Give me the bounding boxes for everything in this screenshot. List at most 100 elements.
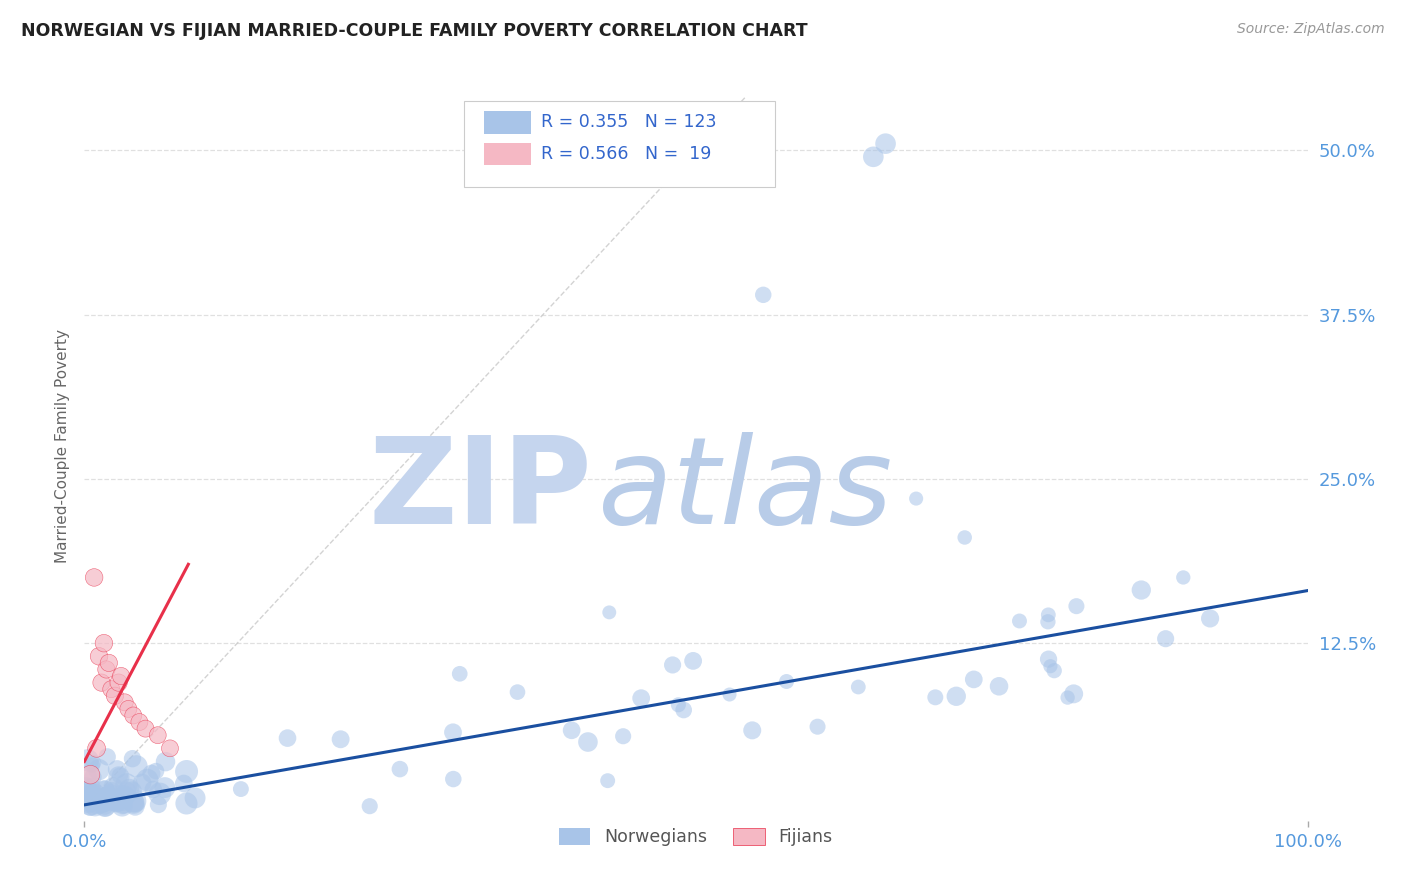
Point xyxy=(105,763,128,777)
Point xyxy=(630,691,652,706)
Point xyxy=(80,785,103,799)
Point xyxy=(862,150,884,164)
Point xyxy=(94,799,117,814)
Point xyxy=(93,636,115,650)
Point xyxy=(1038,607,1060,622)
Point xyxy=(79,796,101,810)
Point xyxy=(108,768,131,782)
Text: R = 0.566   N =  19: R = 0.566 N = 19 xyxy=(541,145,711,162)
Point xyxy=(98,793,121,807)
Point xyxy=(136,772,159,787)
Point xyxy=(229,782,252,797)
Point xyxy=(76,787,98,801)
Point xyxy=(112,799,135,814)
Point xyxy=(329,732,352,747)
Point xyxy=(111,799,134,814)
Point xyxy=(388,762,411,776)
Point xyxy=(111,795,134,809)
Point xyxy=(953,531,976,545)
Point xyxy=(94,797,117,811)
Y-axis label: Married-Couple Family Poverty: Married-Couple Family Poverty xyxy=(55,329,70,563)
Point xyxy=(91,798,114,813)
Point xyxy=(86,795,108,809)
Point xyxy=(87,649,110,664)
Point xyxy=(449,666,471,681)
Point xyxy=(598,606,620,620)
Point xyxy=(441,772,464,786)
Point xyxy=(945,690,967,704)
Point xyxy=(122,708,145,723)
Point xyxy=(875,136,897,151)
Point xyxy=(806,720,828,734)
Point xyxy=(94,789,117,803)
Point xyxy=(142,782,165,797)
Point xyxy=(125,759,148,773)
Text: R = 0.355   N = 123: R = 0.355 N = 123 xyxy=(541,113,716,131)
Point xyxy=(104,792,127,806)
Bar xyxy=(484,143,531,165)
Point xyxy=(94,799,117,814)
Point xyxy=(149,787,172,801)
Point xyxy=(110,669,132,683)
Point xyxy=(101,789,124,804)
Point xyxy=(155,755,177,769)
Point xyxy=(104,797,127,811)
Point xyxy=(101,784,124,798)
Point xyxy=(1043,664,1066,678)
Point xyxy=(96,790,118,805)
Point xyxy=(84,798,107,813)
Point xyxy=(83,756,105,770)
Point xyxy=(101,780,124,794)
Point xyxy=(1038,652,1060,666)
Point xyxy=(91,796,114,810)
Point xyxy=(105,794,128,808)
Point xyxy=(963,673,986,687)
Point xyxy=(98,793,121,807)
Legend: Norwegians, Fijians: Norwegians, Fijians xyxy=(553,821,839,853)
Point xyxy=(184,791,207,805)
Text: ZIP: ZIP xyxy=(368,433,592,549)
Point xyxy=(666,698,689,712)
Point xyxy=(159,741,181,756)
Point xyxy=(128,714,150,729)
Point xyxy=(115,777,138,791)
Point xyxy=(89,795,111,809)
Point xyxy=(108,770,131,784)
Point xyxy=(118,781,141,796)
Point xyxy=(276,731,298,745)
Point xyxy=(100,787,122,801)
Point xyxy=(84,786,107,800)
Point xyxy=(124,799,146,814)
Point xyxy=(79,799,101,814)
Point xyxy=(924,690,946,705)
Text: atlas: atlas xyxy=(598,433,893,549)
Point xyxy=(612,729,634,743)
Point xyxy=(75,791,97,805)
Point xyxy=(75,789,97,804)
Point xyxy=(153,780,176,795)
Point xyxy=(104,689,127,703)
Point xyxy=(441,725,464,739)
Text: Source: ZipAtlas.com: Source: ZipAtlas.com xyxy=(1237,22,1385,37)
Point xyxy=(1008,614,1031,628)
Point xyxy=(141,766,163,780)
Point xyxy=(124,794,146,808)
Point xyxy=(107,675,129,690)
Point xyxy=(988,679,1011,693)
Point xyxy=(176,797,198,811)
Point xyxy=(93,785,115,799)
Point xyxy=(905,491,928,506)
Point xyxy=(86,799,108,814)
Point xyxy=(682,654,704,668)
Point xyxy=(146,728,169,742)
Point xyxy=(94,799,117,814)
Point xyxy=(176,764,198,779)
Point xyxy=(76,753,98,767)
Point xyxy=(79,792,101,806)
Point xyxy=(100,682,122,697)
Point xyxy=(82,770,104,784)
Point xyxy=(96,749,118,764)
Point xyxy=(77,797,100,812)
Point xyxy=(846,680,869,694)
Point xyxy=(752,288,775,302)
